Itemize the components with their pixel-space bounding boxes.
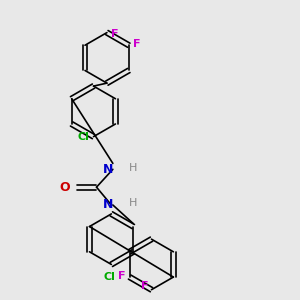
Text: N: N (103, 163, 113, 176)
Text: O: O (59, 181, 70, 194)
Text: Cl: Cl (104, 272, 116, 282)
Text: F: F (111, 29, 119, 39)
Text: F: F (133, 39, 141, 49)
Text: N: N (103, 199, 113, 212)
Text: Cl: Cl (77, 132, 89, 142)
Text: H: H (129, 199, 138, 208)
Text: F: F (141, 281, 148, 291)
Text: F: F (118, 271, 125, 281)
Text: H: H (129, 163, 138, 173)
